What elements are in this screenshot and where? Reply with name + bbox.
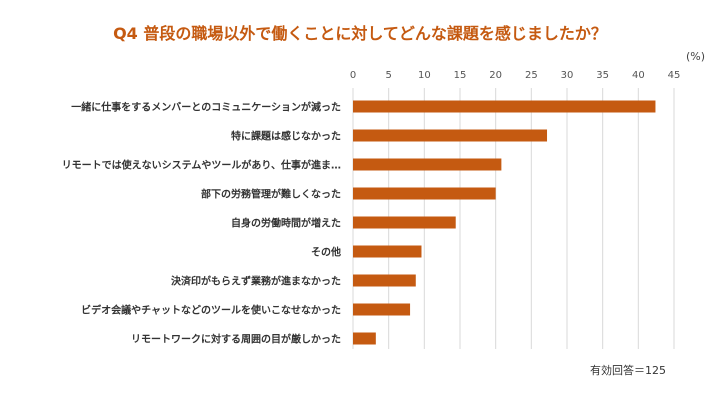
response-count-note: 有効回答＝125 — [590, 364, 666, 377]
bar — [353, 274, 416, 287]
category-label: 一緒に仕事をするメンバーとのコミュニケーションが減った — [71, 101, 341, 114]
bar — [353, 129, 548, 142]
category-label: リモートでは使えないシステムやツールがあり、仕事が進ま… — [62, 159, 341, 172]
unit-label: (%) — [686, 50, 706, 63]
bar — [353, 332, 376, 345]
category-label: 特に課題は感じなかった — [231, 130, 341, 143]
chart-title: Q4 普段の職場以外で働くことに対してどんな課題を感じましたか？ — [113, 24, 607, 43]
x-tick-label: 15 — [454, 70, 467, 81]
category-label: 部下の労務管理が難しくなった — [201, 188, 341, 201]
bar — [353, 100, 656, 113]
x-tick-label: 45 — [668, 70, 681, 81]
category-label: 決済印がもらえず業務が進まなかった — [171, 275, 341, 288]
category-label: ビデオ会議やチャットなどのツールを使いこなせなかった — [81, 304, 341, 317]
x-tick-label: 30 — [561, 70, 574, 81]
x-tick-label: 20 — [489, 70, 502, 81]
category-label: その他 — [311, 246, 341, 259]
x-tick-label: 40 — [632, 70, 645, 81]
bar — [353, 245, 422, 258]
category-label: リモートワークに対する周囲の目が厳しかった — [131, 333, 341, 346]
category-label: 自身の労働時間が増えた — [231, 217, 341, 230]
bar — [353, 158, 502, 171]
x-tick-label: 25 — [525, 70, 538, 81]
bar — [353, 216, 456, 229]
x-tick-label: 10 — [418, 70, 431, 81]
x-tick-label: 5 — [385, 70, 391, 81]
x-tick-label: 35 — [596, 70, 609, 81]
x-tick-label: 0 — [350, 70, 356, 81]
bar — [353, 187, 496, 200]
bar — [353, 303, 411, 316]
